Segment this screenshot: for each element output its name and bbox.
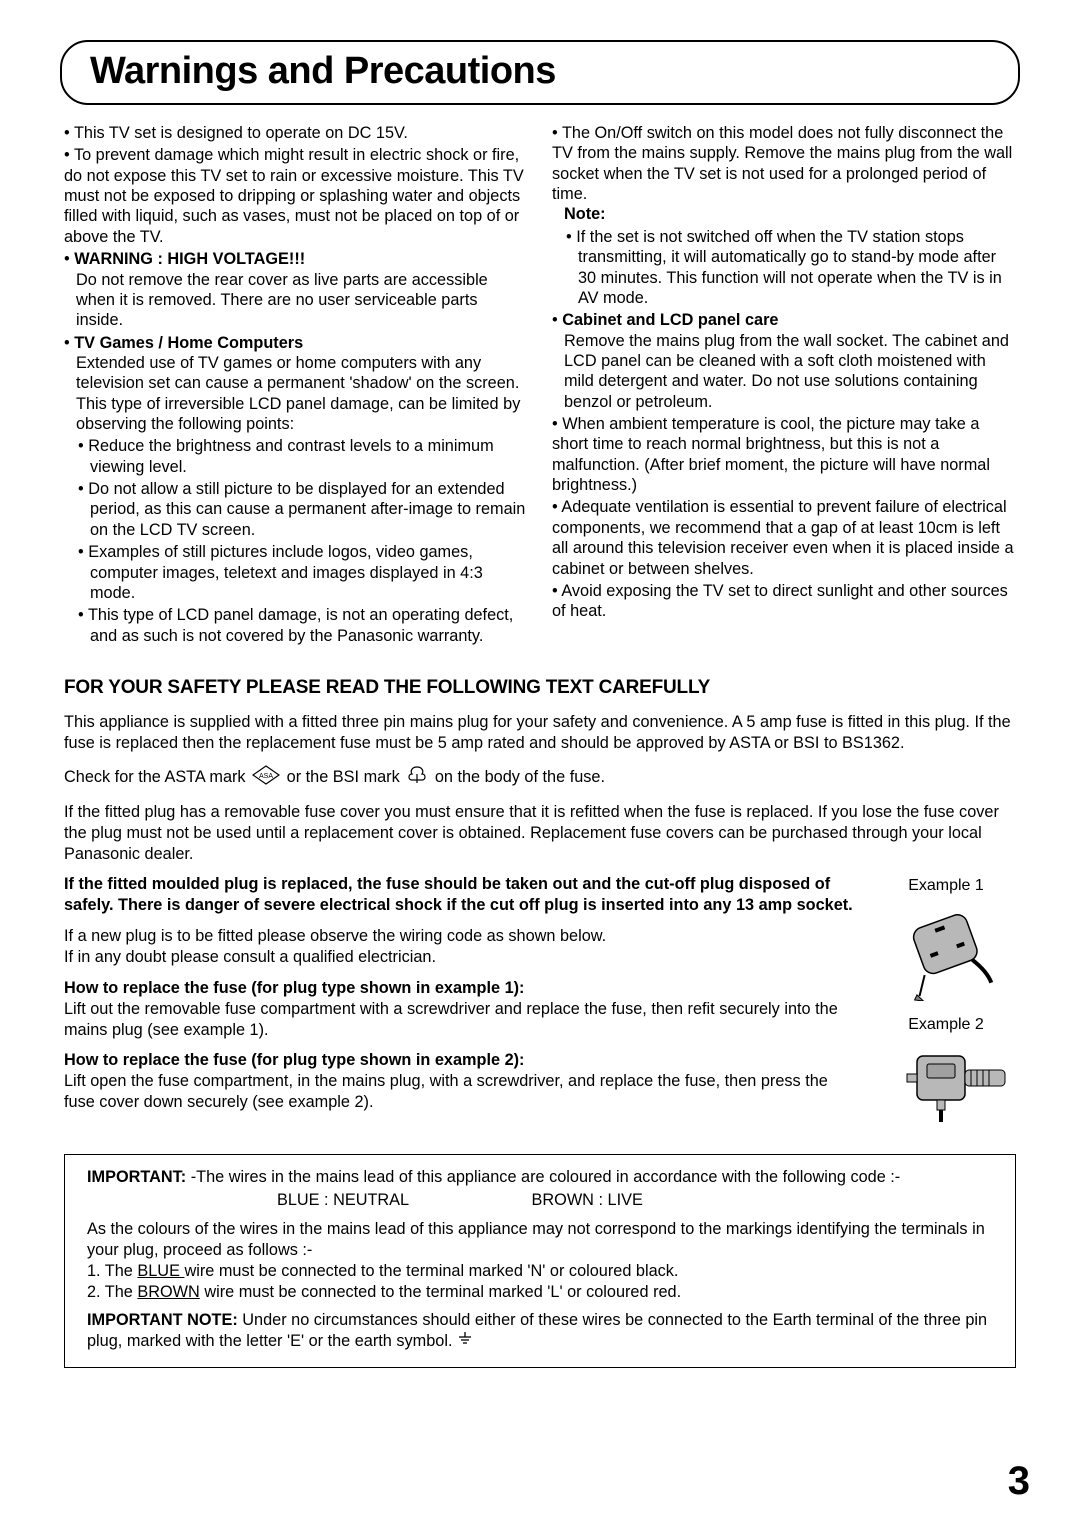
bold-label: Cabinet and LCD panel care	[562, 311, 778, 329]
wire-codes: BLUE : NEUTRAL BROWN : LIVE	[87, 1190, 993, 1211]
plug-examples: Example 1 Example 2	[876, 874, 1016, 1136]
warnings-columns: This TV set is designed to operate on DC…	[64, 123, 1016, 648]
bullet: TV Games / Home Computers Extended use o…	[64, 333, 528, 646]
svg-text:ASA: ASA	[259, 773, 273, 780]
safety-section: FOR YOUR SAFETY PLEASE READ THE FOLLOWIN…	[64, 676, 1016, 1136]
bullet-body: Extended use of TV games or home compute…	[64, 353, 528, 434]
bold-label: TV Games / Home Computers	[74, 334, 303, 352]
brown-code: BROWN : LIVE	[532, 1191, 643, 1209]
safety-p2: Check for the ASTA mark ASA or the BSI m…	[64, 764, 1016, 792]
sub-bullet: Do not allow a still picture to be displ…	[90, 479, 528, 540]
text: Check for the ASTA mark	[64, 768, 250, 786]
sub-bullet: If the set is not switched off when the …	[578, 227, 1016, 308]
text: 2. The	[87, 1283, 137, 1301]
bullet-body: Remove the mains plug from the wall sock…	[552, 331, 1016, 412]
plug2-icon	[881, 1040, 1011, 1130]
important-note-label: IMPORTANT NOTE:	[87, 1311, 238, 1329]
wire-line-2: 2. The BROWN wire must be connected to t…	[87, 1282, 993, 1303]
example2-label: Example 2	[876, 1015, 1016, 1035]
left-column: This TV set is designed to operate on DC…	[64, 123, 528, 648]
howto1-title: How to replace the fuse (for plug type s…	[64, 979, 524, 997]
page-number: 3	[1008, 1459, 1030, 1504]
safety-text: If the fitted moulded plug is replaced, …	[64, 874, 862, 1136]
asta-mark-icon: ASA	[252, 765, 280, 791]
bullet: WARNING : HIGH VOLTAGE!!! Do not remove …	[64, 249, 528, 330]
bullet: This TV set is designed to operate on DC…	[64, 123, 528, 143]
important-note: IMPORTANT NOTE: Under no circumstances s…	[87, 1310, 993, 1353]
bullet: When ambient temperature is cool, the pi…	[552, 414, 1016, 495]
bullet-body: The On/Off switch on this model does not…	[552, 124, 1012, 203]
example1-label: Example 1	[876, 876, 1016, 896]
important-lead: IMPORTANT: -The wires in the mains lead …	[87, 1167, 993, 1188]
bullet: Avoid exposing the TV set to direct sunl…	[552, 581, 1016, 622]
text: or the BSI mark	[287, 768, 405, 786]
howto1-body: Lift out the removable fuse compartment …	[64, 999, 862, 1041]
earth-symbol-icon	[457, 1331, 473, 1353]
important-box: IMPORTANT: -The wires in the mains lead …	[64, 1154, 1016, 1368]
wire-line-1: 1. The BLUE wire must be connected to th…	[87, 1261, 993, 1282]
safety-p4: If a new plug is to be fitted please obs…	[64, 926, 862, 947]
blue-code: BLUE : NEUTRAL	[277, 1190, 527, 1211]
sub-bullet: This type of LCD panel damage, is not an…	[90, 605, 528, 646]
text: on the body of the fuse.	[435, 768, 605, 786]
right-column: The On/Off switch on this model does not…	[552, 123, 1016, 648]
safety-p5: If in any doubt please consult a qualifi…	[64, 947, 862, 968]
text: wire must be connected to the terminal m…	[200, 1283, 681, 1301]
bold-warning: If the fitted moulded plug is replaced, …	[64, 875, 853, 914]
text: 1. The	[87, 1262, 137, 1280]
blue-wire: BLUE	[137, 1262, 184, 1280]
sub-bullet: Examples of still pictures include logos…	[90, 542, 528, 603]
bsi-mark-icon	[406, 764, 428, 792]
bold-label: WARNING : HIGH VOLTAGE!!!	[74, 250, 305, 268]
text: wire must be connected to the terminal m…	[184, 1262, 678, 1280]
title-block: Warnings and Precautions	[60, 40, 1020, 105]
howto2-body: Lift open the fuse compartment, in the m…	[64, 1071, 862, 1113]
note-label: Note:	[552, 204, 1016, 224]
bullet: Adequate ventilation is essential to pre…	[552, 497, 1016, 578]
important-label: IMPORTANT:	[87, 1168, 186, 1186]
bullet: The On/Off switch on this model does not…	[552, 123, 1016, 308]
safety-p1: This appliance is supplied with a fitted…	[64, 712, 1016, 754]
safety-p3: If the fitted plug has a removable fuse …	[64, 802, 1016, 865]
important-p2: As the colours of the wires in the mains…	[87, 1219, 993, 1261]
bullet: To prevent damage which might result in …	[64, 145, 528, 247]
sub-bullet: Reduce the brightness and contrast level…	[90, 436, 528, 477]
bullet-body: Do not remove the rear cover as live par…	[64, 270, 528, 331]
brown-wire: BROWN	[137, 1283, 199, 1301]
bullet: Cabinet and LCD panel care Remove the ma…	[552, 310, 1016, 412]
plug1-icon	[891, 901, 1001, 1001]
page-title: Warnings and Precautions	[90, 50, 990, 93]
text: -The wires in the mains lead of this app…	[186, 1168, 900, 1186]
safety-row: If the fitted moulded plug is replaced, …	[64, 874, 1016, 1136]
safety-heading: FOR YOUR SAFETY PLEASE READ THE FOLLOWIN…	[64, 676, 1016, 700]
howto2-title: How to replace the fuse (for plug type s…	[64, 1051, 524, 1069]
